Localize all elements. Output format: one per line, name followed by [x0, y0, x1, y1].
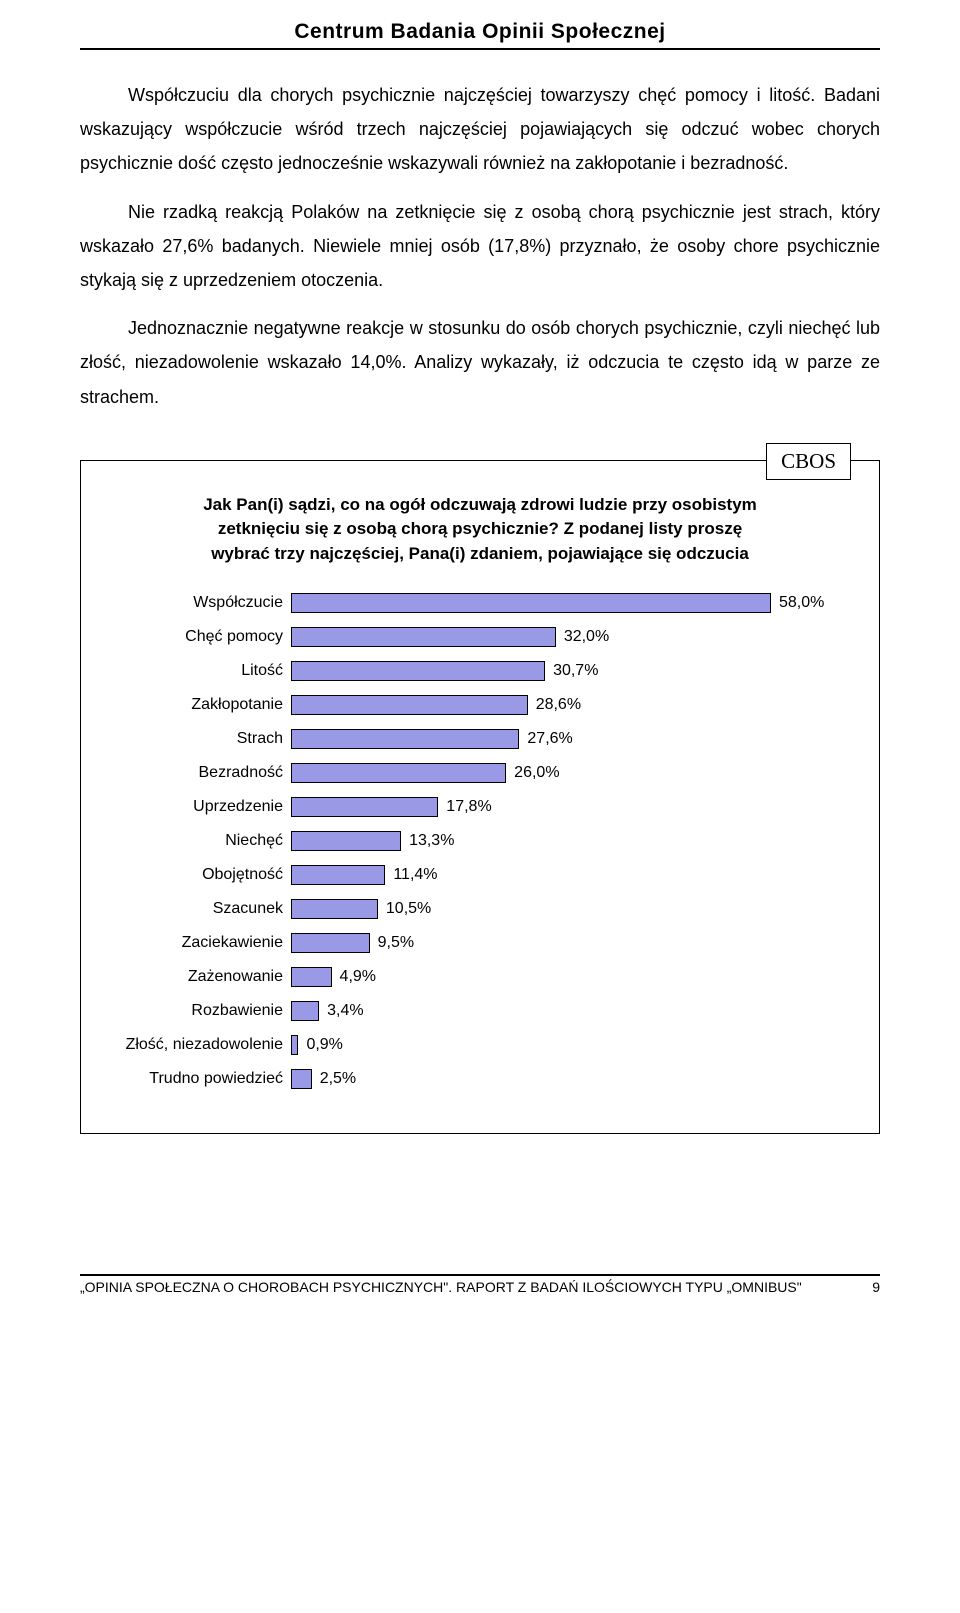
chart-bar-area: 0,9% [291, 1035, 849, 1055]
header-divider [80, 48, 880, 50]
chart-bar [291, 967, 332, 987]
chart-title-line2: zetknięciu się z osobą chorą psychicznie… [218, 519, 742, 538]
chart-bar-value: 32,0% [564, 628, 609, 646]
chart-bar [291, 627, 556, 647]
chart-bar-area: 32,0% [291, 627, 849, 647]
chart-bar [291, 831, 401, 851]
chart-row: Zakłopotanie 28,6% [111, 695, 849, 715]
chart-bar-area: 10,5% [291, 899, 849, 919]
chart-bar-label: Trudno powiedzieć [111, 1070, 291, 1088]
chart-bar-label: Bezradność [111, 764, 291, 782]
chart-bar [291, 695, 528, 715]
chart-bar-value: 17,8% [446, 798, 491, 816]
chart-bar-label: Obojętność [111, 866, 291, 884]
chart-row: Obojętność 11,4% [111, 865, 849, 885]
chart-bar-area: 2,5% [291, 1069, 849, 1089]
chart-row: Szacunek 10,5% [111, 899, 849, 919]
chart-bar-area: 30,7% [291, 661, 849, 681]
cbos-badge: CBOS [766, 443, 851, 480]
chart-bar-label: Niechęć [111, 832, 291, 850]
chart-bar-area: 17,8% [291, 797, 849, 817]
chart-bar-label: Uprzedzenie [111, 798, 291, 816]
chart-bar [291, 1069, 312, 1089]
chart-bar-label: Litość [111, 662, 291, 680]
chart-bar-label: Zażenowanie [111, 968, 291, 986]
paragraph-2: Nie rzadką reakcją Polaków na zetknięcie… [80, 195, 880, 298]
chart-bar-label: Chęć pomocy [111, 628, 291, 646]
chart-bar [291, 1001, 319, 1021]
chart-bar-value: 11,4% [393, 866, 437, 884]
chart-bar [291, 661, 545, 681]
chart-title-line3: wybrać trzy najczęściej, Pana(i) zdaniem… [211, 544, 749, 563]
chart-bar [291, 1035, 298, 1055]
page-number: 9 [872, 1279, 880, 1295]
chart-bar-value: 3,4% [327, 1002, 363, 1020]
chart-bar-area: 26,0% [291, 763, 849, 783]
chart-bar [291, 797, 438, 817]
chart-bar-label: Rozbawienie [111, 1002, 291, 1020]
chart-bar-area: 27,6% [291, 729, 849, 749]
chart-row: Strach 27,6% [111, 729, 849, 749]
chart-bar-area: 28,6% [291, 695, 849, 715]
chart-bar-label: Współczucie [111, 594, 291, 612]
chart-row: Bezradność 26,0% [111, 763, 849, 783]
chart-bar-value: 30,7% [553, 662, 598, 680]
chart-row: Trudno powiedzieć 2,5% [111, 1069, 849, 1089]
page-footer: „OPINIA SPOŁECZNA O CHOROBACH PSYCHICZNY… [80, 1279, 880, 1295]
chart-bar-label: Złość, niezadowolenie [111, 1036, 291, 1054]
chart-bar-area: 4,9% [291, 967, 849, 987]
chart-bar [291, 865, 385, 885]
chart-bar [291, 899, 378, 919]
chart-bar-area: 58,0% [291, 593, 849, 613]
chart-row: Złość, niezadowolenie 0,9% [111, 1035, 849, 1055]
chart-bar-label: Strach [111, 730, 291, 748]
chart-row: Zaciekawienie 9,5% [111, 933, 849, 953]
chart-bar-value: 58,0% [779, 594, 824, 612]
footer-text: „OPINIA SPOŁECZNA O CHOROBACH PSYCHICZNY… [80, 1279, 802, 1295]
chart-bar-area: 9,5% [291, 933, 849, 953]
footer-divider [80, 1274, 880, 1276]
chart-row: Uprzedzenie 17,8% [111, 797, 849, 817]
paragraph-2-text: Nie rzadką reakcją Polaków na zetknięcie… [80, 202, 880, 290]
paragraph-1: Współczuciu dla chorych psychicznie najc… [80, 78, 880, 181]
paragraph-3-text: Jednoznacznie negatywne reakcje w stosun… [80, 318, 880, 406]
chart-bar-value: 4,9% [340, 968, 376, 986]
chart-container: CBOS Jak Pan(i) sądzi, co na ogół odczuw… [80, 460, 880, 1134]
chart-bar-value: 10,5% [386, 900, 431, 918]
chart-bar-label: Szacunek [111, 900, 291, 918]
paragraph-3: Jednoznacznie negatywne reakcje w stosun… [80, 311, 880, 414]
chart-row: Zażenowanie 4,9% [111, 967, 849, 987]
chart-bar-value: 2,5% [320, 1070, 356, 1088]
chart-bar-area: 3,4% [291, 1001, 849, 1021]
chart-bar-area: 13,3% [291, 831, 849, 851]
chart-bar-value: 0,9% [306, 1036, 342, 1054]
chart-row: Niechęć 13,3% [111, 831, 849, 851]
chart-title: Jak Pan(i) sądzi, co na ogół odczuwają z… [133, 493, 827, 567]
chart-bar [291, 729, 519, 749]
chart-row: Chęć pomocy 32,0% [111, 627, 849, 647]
chart-row: Współczucie 58,0% [111, 593, 849, 613]
chart-row: Rozbawienie 3,4% [111, 1001, 849, 1021]
chart-title-line1: Jak Pan(i) sądzi, co na ogół odczuwają z… [203, 495, 757, 514]
chart-row: Litość 30,7% [111, 661, 849, 681]
chart-bar-area: 11,4% [291, 865, 849, 885]
paragraph-1-text: Współczuciu dla chorych psychicznie najc… [80, 85, 880, 173]
chart-bar-value: 27,6% [527, 730, 572, 748]
chart-rows: Współczucie 58,0% Chęć pomocy 32,0% Litość 30… [111, 593, 849, 1089]
chart-bar-value: 9,5% [378, 934, 414, 952]
page-header-title: Centrum Badania Opinii Społecznej [80, 20, 880, 44]
chart-bar-label: Zaciekawienie [111, 934, 291, 952]
chart-bar [291, 933, 370, 953]
chart-bar-value: 13,3% [409, 832, 454, 850]
chart-bar [291, 763, 506, 783]
chart-bar-label: Zakłopotanie [111, 696, 291, 714]
chart-bar [291, 593, 771, 613]
chart-bar-value: 28,6% [536, 696, 581, 714]
chart-bar-value: 26,0% [514, 764, 559, 782]
